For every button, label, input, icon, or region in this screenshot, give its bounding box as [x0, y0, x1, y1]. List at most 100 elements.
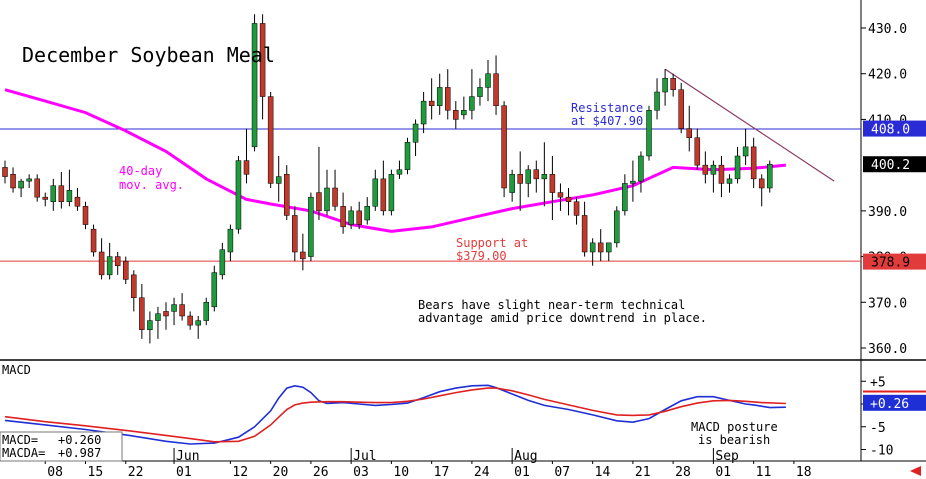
candle — [750, 137, 757, 188]
candle — [469, 69, 475, 120]
candle-body — [10, 174, 16, 189]
candle — [549, 156, 556, 220]
candle-body — [155, 313, 161, 321]
candle — [622, 174, 628, 216]
candle-body — [308, 196, 314, 257]
macd-layer — [4, 384, 786, 445]
macd-tick-label: -5 — [870, 421, 886, 436]
candle — [501, 101, 507, 198]
candle — [734, 146, 741, 184]
candle — [428, 78, 435, 120]
candle — [139, 284, 145, 339]
month-label: Sep — [715, 449, 739, 464]
candle — [638, 151, 644, 193]
candle-body — [477, 87, 483, 97]
candle — [436, 73, 443, 115]
candle — [445, 69, 451, 120]
candle — [348, 206, 354, 230]
candle — [58, 172, 65, 209]
candle-body — [493, 73, 499, 106]
candle — [340, 192, 346, 234]
date-tick-label: 11 — [756, 465, 772, 479]
candle-body — [589, 242, 596, 253]
candle-body — [259, 23, 266, 97]
price-badge-bg — [863, 156, 926, 173]
candle-body — [686, 128, 692, 138]
candle — [308, 192, 314, 262]
candle — [18, 178, 24, 198]
candle — [227, 224, 234, 262]
date-tick-label: 07 — [554, 465, 570, 479]
candle — [573, 197, 580, 225]
candle-body — [18, 180, 24, 189]
candle — [292, 206, 298, 262]
candle-body — [404, 142, 411, 170]
candle — [412, 119, 419, 156]
candle-body — [292, 215, 298, 253]
candle — [42, 192, 48, 207]
candle-body — [767, 163, 773, 189]
date-tick-label: 01 — [176, 465, 192, 479]
support-label-line1: Support at — [456, 236, 528, 250]
macda-readout-label: MACDA= — [2, 446, 45, 460]
candle-body — [50, 185, 57, 202]
ma-label-line1: 40-day — [119, 164, 162, 178]
price-tick-label: 390.0 — [868, 205, 907, 220]
candle — [187, 311, 193, 330]
candle — [718, 156, 725, 198]
candle-body — [597, 242, 604, 253]
candle-body — [638, 155, 644, 182]
candle — [517, 151, 523, 211]
date-tick-label: 10 — [393, 465, 409, 479]
date-tick-label: 24 — [474, 465, 490, 479]
candle-body — [380, 178, 387, 212]
candle — [525, 165, 531, 198]
candle — [726, 174, 733, 193]
candle-body — [654, 91, 660, 111]
macd-tick-label: +5 — [870, 375, 886, 390]
candle-body — [195, 320, 201, 326]
candle-body — [275, 176, 282, 184]
chart-title: December Soybean Meal — [22, 43, 275, 67]
candle — [767, 160, 773, 193]
candle-body — [622, 183, 628, 212]
candle-body — [267, 96, 274, 184]
price-tick-label: 430.0 — [868, 22, 907, 37]
moving-average-line — [4, 88, 787, 233]
candle — [493, 55, 499, 115]
candle — [2, 160, 8, 184]
candle-body — [187, 315, 193, 326]
candle — [565, 188, 572, 216]
date-tick-label: 01 — [715, 465, 731, 479]
candle — [533, 160, 540, 193]
candle-body — [364, 206, 370, 221]
candle — [123, 256, 129, 284]
candle — [702, 151, 709, 184]
macd-series-macd — [4, 384, 786, 445]
left-arrow-icon[interactable] — [910, 466, 921, 476]
candle — [581, 201, 588, 257]
badge-layer: 408.0 400.2 378.9 +0.26 — [863, 120, 926, 412]
macd-readout-frame — [0, 431, 123, 462]
date-tick-label: 15 — [88, 465, 104, 479]
candle-body — [614, 210, 620, 244]
candle-body — [251, 23, 258, 148]
resistance-label-line1: Resistance — [571, 101, 643, 115]
candle-body — [114, 256, 121, 266]
note-line2: advantage amid price downtrend in place. — [418, 311, 707, 325]
date-tick-label: 03 — [353, 465, 369, 479]
candle — [211, 265, 218, 312]
axis-layer: 430.0420.0410.0390.0380.0370.0360.0+50-5… — [44, 22, 907, 479]
candle-body — [565, 196, 572, 202]
candle — [82, 201, 89, 230]
candle — [372, 169, 379, 211]
candle — [509, 169, 515, 202]
candle-body — [42, 196, 48, 200]
date-tick-label: 01 — [514, 465, 530, 479]
macd-readout-value: +0.260 — [58, 433, 101, 447]
candle-body — [34, 178, 40, 198]
candle — [404, 137, 411, 175]
candle-body — [501, 105, 507, 189]
candle — [742, 128, 749, 166]
